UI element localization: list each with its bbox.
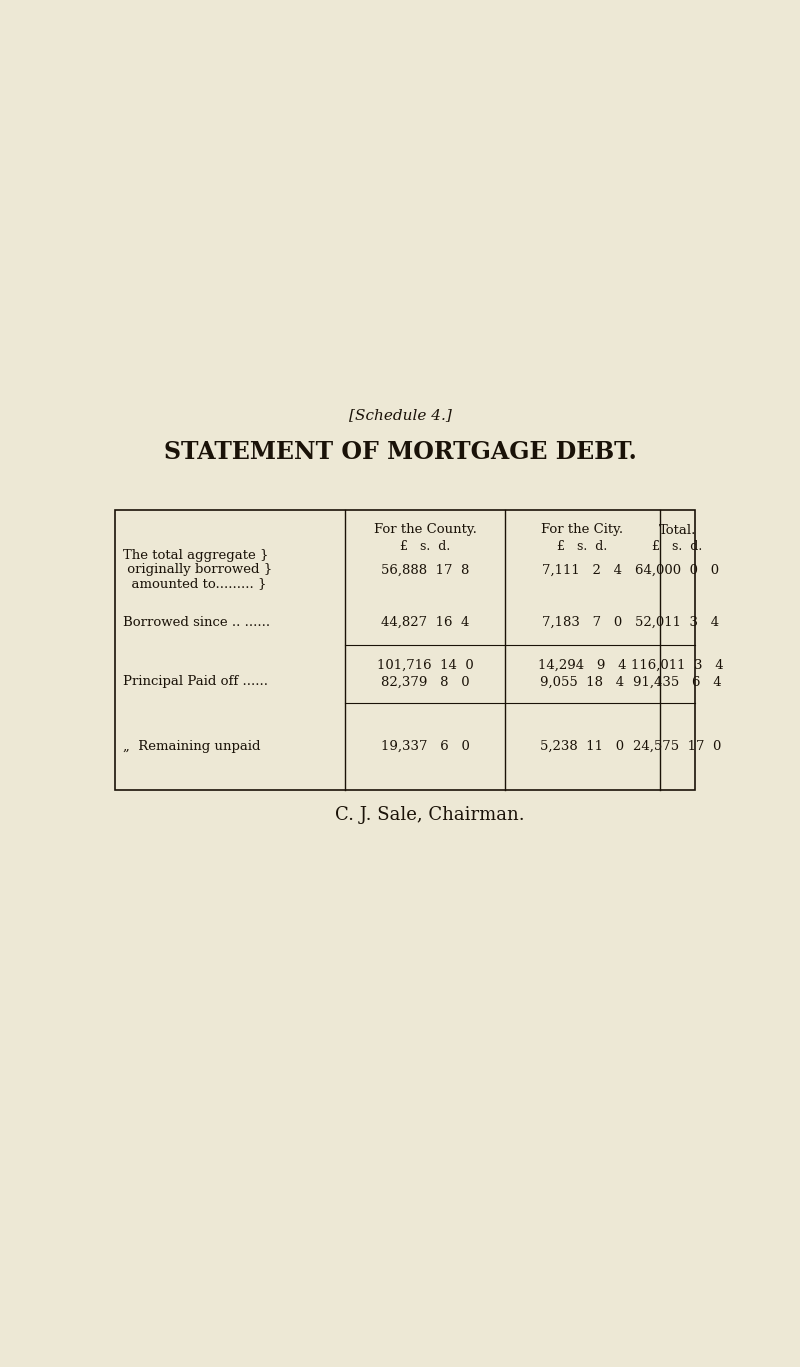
- Text: 14,294   9   4: 14,294 9 4: [538, 659, 626, 671]
- Text: 52,011  3   4: 52,011 3 4: [635, 615, 719, 629]
- Text: 82,379   8   0: 82,379 8 0: [381, 675, 470, 689]
- Text: originally borrowed }: originally borrowed }: [123, 563, 272, 577]
- Text: The total aggregate }: The total aggregate }: [123, 550, 269, 562]
- Text: [Schedule 4.]: [Schedule 4.]: [349, 407, 451, 422]
- Bar: [115, 510, 695, 790]
- Text: 56,888  17  8: 56,888 17 8: [381, 563, 469, 577]
- Text: For the City.: For the City.: [542, 524, 623, 536]
- Text: £   s.  d.: £ s. d.: [558, 540, 608, 552]
- Text: 91,435   6   4: 91,435 6 4: [633, 675, 722, 689]
- Text: 64,000  0   0: 64,000 0 0: [635, 563, 719, 577]
- Text: 5,238  11   0: 5,238 11 0: [541, 740, 625, 753]
- Text: 19,337   6   0: 19,337 6 0: [381, 740, 470, 753]
- Text: Borrowed since .. ......: Borrowed since .. ......: [123, 615, 270, 629]
- Text: STATEMENT OF MORTGAGE DEBT.: STATEMENT OF MORTGAGE DEBT.: [164, 440, 636, 463]
- Text: £   s.  d.: £ s. d.: [400, 540, 450, 552]
- Text: „  Remaining unpaid: „ Remaining unpaid: [123, 740, 261, 753]
- Text: 7,183   7   0: 7,183 7 0: [542, 615, 622, 629]
- Text: C. J. Sale, Chairman.: C. J. Sale, Chairman.: [335, 807, 525, 824]
- Text: 7,111   2   4: 7,111 2 4: [542, 563, 622, 577]
- Text: Total.: Total.: [659, 524, 696, 536]
- Text: For the County.: For the County.: [374, 524, 477, 536]
- Text: Principal Paid off ......: Principal Paid off ......: [123, 675, 268, 689]
- Text: 101,716  14  0: 101,716 14 0: [377, 659, 474, 671]
- Text: amounted to......... }: amounted to......... }: [123, 577, 266, 591]
- Text: 116,011  3   4: 116,011 3 4: [631, 659, 724, 671]
- Text: £   s.  d.: £ s. d.: [652, 540, 702, 552]
- Text: 9,055  18   4: 9,055 18 4: [541, 675, 625, 689]
- Text: 44,827  16  4: 44,827 16 4: [381, 615, 469, 629]
- Text: 24,575  17  0: 24,575 17 0: [634, 740, 722, 753]
